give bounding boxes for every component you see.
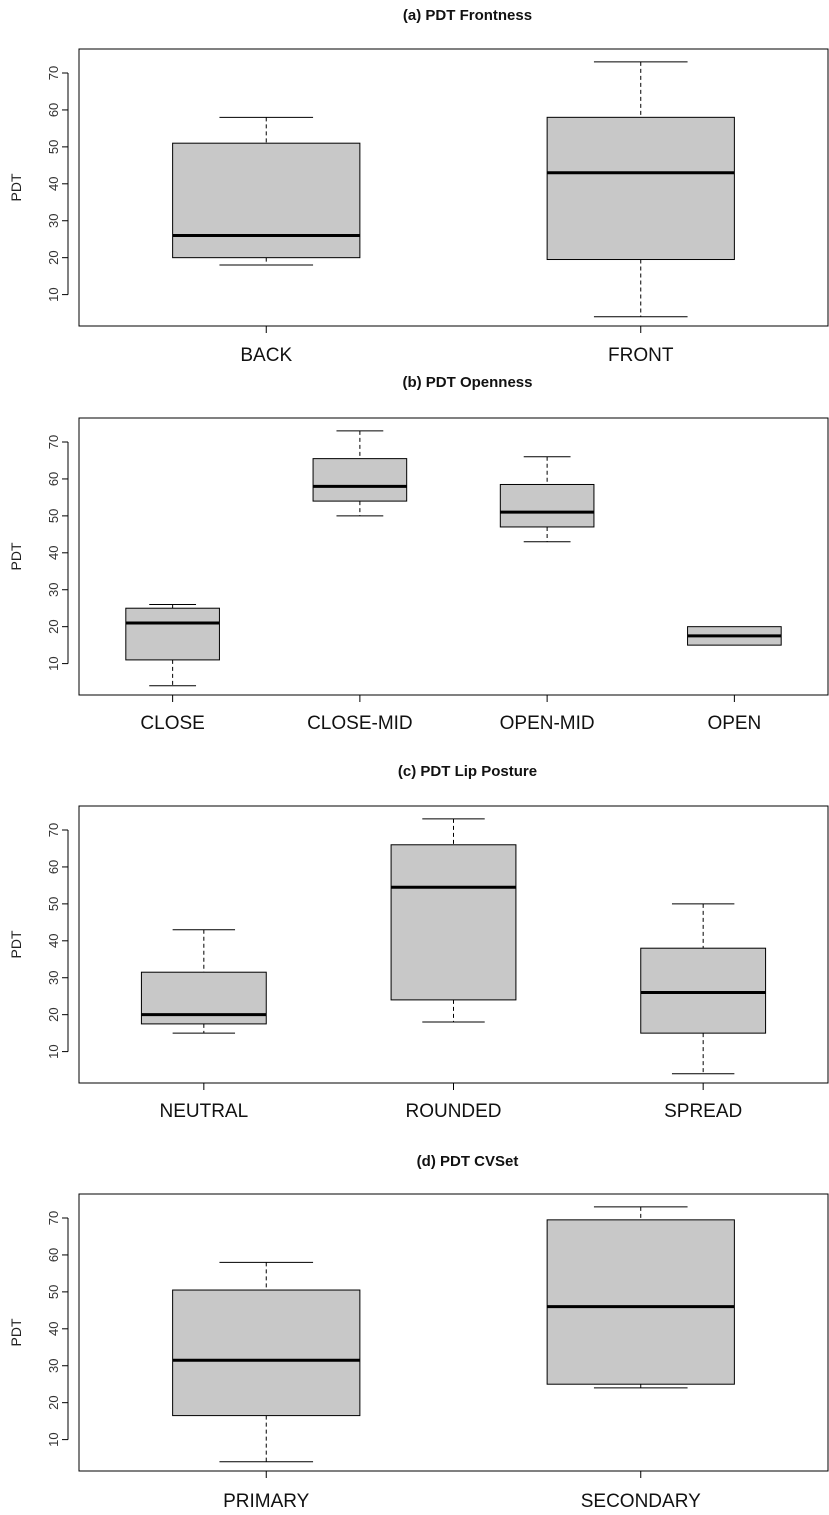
y-tick-label: 60: [46, 103, 61, 117]
x-tick-label: NEUTRAL: [159, 1101, 248, 1122]
plot-frame: [78, 48, 829, 327]
y-tick-label: 50: [46, 509, 61, 523]
x-tick-label: SPREAD: [664, 1101, 742, 1122]
plot-frame: [78, 1193, 829, 1472]
x-tick-label: BACK: [240, 345, 292, 366]
x-tick-label: FRONT: [608, 345, 674, 366]
iqr-box: [125, 607, 220, 661]
box-back: [172, 116, 361, 266]
iqr-box: [312, 458, 408, 502]
y-tick-label: 40: [46, 546, 61, 560]
y-tick-label: 40: [46, 934, 61, 948]
x-tick-label: OPEN-MID: [500, 713, 595, 734]
chart-panel-3: (c) PDT Lip Posture 10 20 30 40 50 60 70 PDT NEUT…: [8, 763, 829, 1122]
y-tick-label: 50: [46, 140, 61, 154]
y-tick-label: 20: [46, 1007, 61, 1021]
y-tick-label: 10: [46, 656, 61, 670]
y-tick-label: 70: [46, 823, 61, 837]
y-tick-label: 50: [46, 1285, 61, 1299]
y-tick-label: 60: [46, 472, 61, 486]
iqr-box: [390, 844, 517, 1001]
y-tick-label: 30: [46, 1359, 61, 1373]
iqr-box: [640, 947, 767, 1034]
box-open-mid: [499, 456, 595, 543]
x-tick-label: ROUNDED: [405, 1101, 501, 1122]
y-tick-label: 40: [46, 177, 61, 191]
box-front: [546, 61, 735, 318]
y-tick-label: 20: [46, 619, 61, 633]
iqr-box: [172, 142, 361, 259]
y-tick-label: 30: [46, 971, 61, 985]
y-tick-label: 20: [46, 1395, 61, 1409]
chart-title: (a) PDT Frontness: [403, 7, 532, 24]
y-tick-label: 70: [46, 1211, 61, 1225]
box-secondary: [546, 1206, 735, 1389]
iqr-box: [546, 116, 735, 261]
y-axis-label: PDT: [8, 930, 24, 958]
box-open: [687, 626, 782, 646]
chart-panel-2: (b) PDT Openness 10 20 30 40 50 60 70 PDT CLOSE CL…: [8, 374, 829, 734]
box-rounded: [390, 818, 517, 1023]
y-axis-label: PDT: [8, 173, 24, 201]
y-tick-label: 60: [46, 860, 61, 874]
iqr-box: [546, 1219, 735, 1385]
y-tick-label: 50: [46, 897, 61, 911]
y-axis-label: PDT: [8, 542, 24, 570]
y-tick-label: 20: [46, 250, 61, 264]
y-tick-label: 30: [46, 583, 61, 597]
y-tick-label: 40: [46, 1322, 61, 1336]
y-tick-label: 70: [46, 66, 61, 80]
x-tick-label: PRIMARY: [223, 1491, 310, 1512]
iqr-box: [499, 483, 595, 528]
y-axis-label: PDT: [8, 1318, 24, 1346]
iqr-box: [172, 1289, 361, 1417]
y-tick-label: 30: [46, 214, 61, 228]
x-tick-label: SECONDARY: [581, 1491, 701, 1512]
box-close: [125, 604, 220, 687]
y-tick-label: 70: [46, 435, 61, 449]
chart-title: (c) PDT Lip Posture: [398, 763, 537, 780]
x-tick-label: OPEN: [707, 713, 761, 734]
x-tick-label: CLOSE: [140, 713, 204, 734]
box-primary: [172, 1261, 361, 1463]
chart-panel-4: (d) PDT CVSet 10 20 30 40 50 60 70 PDT PRIMARY SEC…: [8, 1153, 829, 1512]
chart-panel-1: (a) PDT Frontness 10 20 30 40 50 60 70 PDT BACK FR…: [8, 7, 829, 366]
chart-title: (d) PDT CVSet: [417, 1153, 519, 1170]
x-tick-label: CLOSE-MID: [307, 713, 413, 734]
y-tick-label: 10: [46, 1044, 61, 1058]
chart-title: (b) PDT Openness: [402, 374, 532, 391]
plot-frame: [78, 417, 829, 696]
box-close-mid: [312, 430, 408, 517]
y-tick-label: 10: [46, 1432, 61, 1446]
box-spread: [640, 903, 767, 1075]
y-tick-label: 60: [46, 1248, 61, 1262]
y-tick-label: 10: [46, 287, 61, 301]
box-neutral: [140, 929, 267, 1034]
